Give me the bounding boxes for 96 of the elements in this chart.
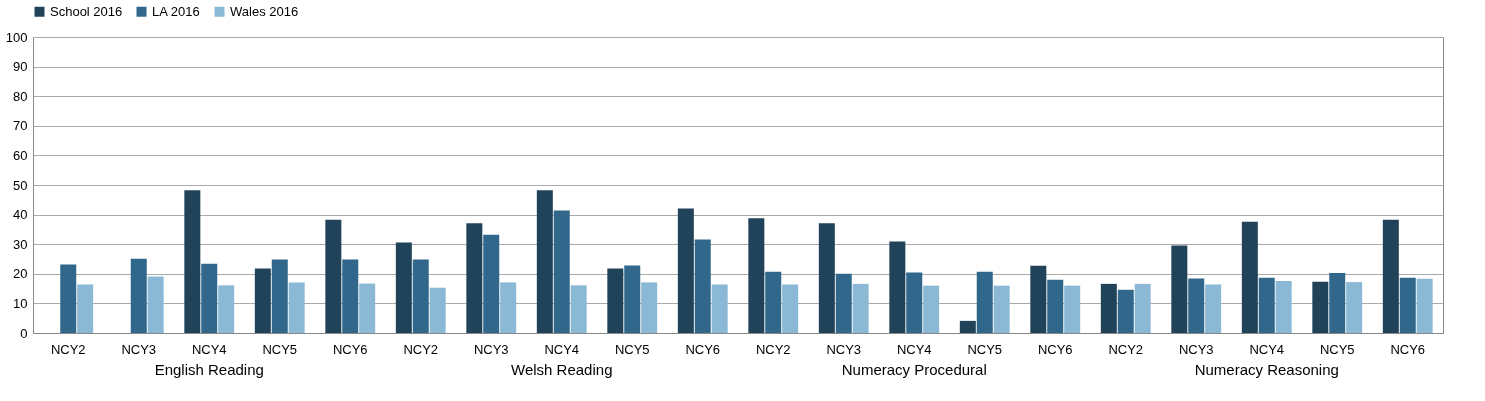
y-tick-label: 10 [13, 295, 28, 311]
y-tick-label: 90 [13, 59, 28, 75]
x-tick-label: NCY3 [826, 341, 862, 357]
bar [1205, 284, 1222, 333]
bar [483, 234, 500, 333]
bar [536, 190, 553, 333]
text: Numeracy Procedural [841, 361, 987, 378]
x-tick-label: NCY2 [1108, 341, 1144, 357]
y-tick-label: 30 [13, 236, 28, 252]
y-tick-label: 70 [13, 118, 28, 134]
bar [976, 271, 993, 333]
x-tick-label: NCY5 [967, 341, 1003, 357]
bar [201, 263, 218, 333]
x-tick-label: NCY5 [614, 341, 650, 357]
bar [570, 285, 587, 333]
bar [1258, 277, 1275, 333]
y-tick-label: 0 [20, 325, 28, 341]
bar [1329, 272, 1346, 333]
bar [130, 258, 147, 333]
x-tick-label: NCY5 [262, 341, 298, 357]
x-tick-label: NCY3 [473, 341, 509, 357]
bar [553, 210, 570, 333]
text: Numeracy Reasoning [1194, 361, 1339, 378]
x-tick-label: NCY6 [332, 341, 368, 357]
bar [993, 285, 1010, 333]
x-tick-label: NCY4 [896, 341, 932, 357]
bar [906, 272, 923, 333]
bar [852, 283, 869, 333]
bar [254, 268, 271, 333]
x-tick-label: NCY4 [544, 341, 580, 357]
bar [1382, 219, 1399, 333]
x-tick-label: NCY4 [1249, 341, 1285, 357]
y-tick-label: 40 [13, 207, 28, 223]
x-tick-label: NCY5 [1319, 341, 1355, 357]
bar [1188, 278, 1205, 333]
bar [500, 282, 517, 333]
bar [1346, 282, 1363, 333]
bar [1134, 283, 1151, 333]
bar [1117, 289, 1134, 333]
legend-label: LA 2016 [152, 3, 200, 19]
bar [1416, 278, 1433, 333]
bar [677, 208, 694, 333]
bar [748, 218, 765, 333]
bar [1399, 277, 1416, 333]
bar [782, 284, 799, 333]
bar [641, 282, 658, 333]
x-tick-label: NCY2 [755, 341, 791, 357]
bar [77, 284, 94, 333]
bar [835, 273, 852, 333]
bar [694, 239, 711, 333]
bar [711, 284, 728, 333]
legend-label: Wales 2016 [230, 3, 299, 19]
bar [359, 283, 376, 333]
bar [607, 268, 624, 333]
bar [1047, 279, 1064, 333]
bar [184, 190, 201, 333]
y-tick-label: 80 [13, 88, 28, 104]
bar [412, 259, 429, 333]
bar [342, 259, 359, 333]
y-tick-label: 50 [13, 177, 28, 193]
x-tick-label: NCY2 [50, 341, 86, 357]
x-tick-label: NCY3 [1178, 341, 1214, 357]
x-tick-label: NCY4 [191, 341, 227, 357]
legend-label: School 2016 [50, 3, 123, 19]
bar [1275, 280, 1292, 333]
bar [60, 264, 77, 333]
bar [271, 259, 288, 333]
bar [959, 320, 976, 333]
bar [765, 271, 782, 333]
bar [395, 242, 412, 333]
bar [889, 241, 906, 333]
bar [466, 223, 483, 333]
x-tick-label: NCY6 [1390, 341, 1426, 357]
bar [1064, 285, 1081, 333]
bar [325, 219, 342, 333]
bar [1171, 245, 1188, 333]
bar [923, 285, 940, 333]
bar [624, 265, 641, 333]
x-tick-label: NCY3 [121, 341, 157, 357]
bar [1241, 221, 1258, 333]
bar [1312, 281, 1329, 333]
bar [218, 285, 235, 333]
x-tick-label: NCY6 [1037, 341, 1073, 357]
x-tick-label: NCY6 [685, 341, 721, 357]
bar [818, 223, 835, 333]
y-tick-label: 20 [13, 266, 28, 282]
bar [1030, 265, 1047, 333]
text: English Reading [154, 361, 264, 378]
bar [147, 276, 164, 333]
bar [1100, 283, 1117, 333]
bar [288, 282, 305, 333]
x-tick-label: NCY2 [403, 341, 439, 357]
y-tick-label: 100 [5, 29, 28, 45]
y-tick-label: 60 [13, 147, 28, 163]
text: Welsh Reading [511, 361, 613, 378]
bar [429, 287, 446, 333]
